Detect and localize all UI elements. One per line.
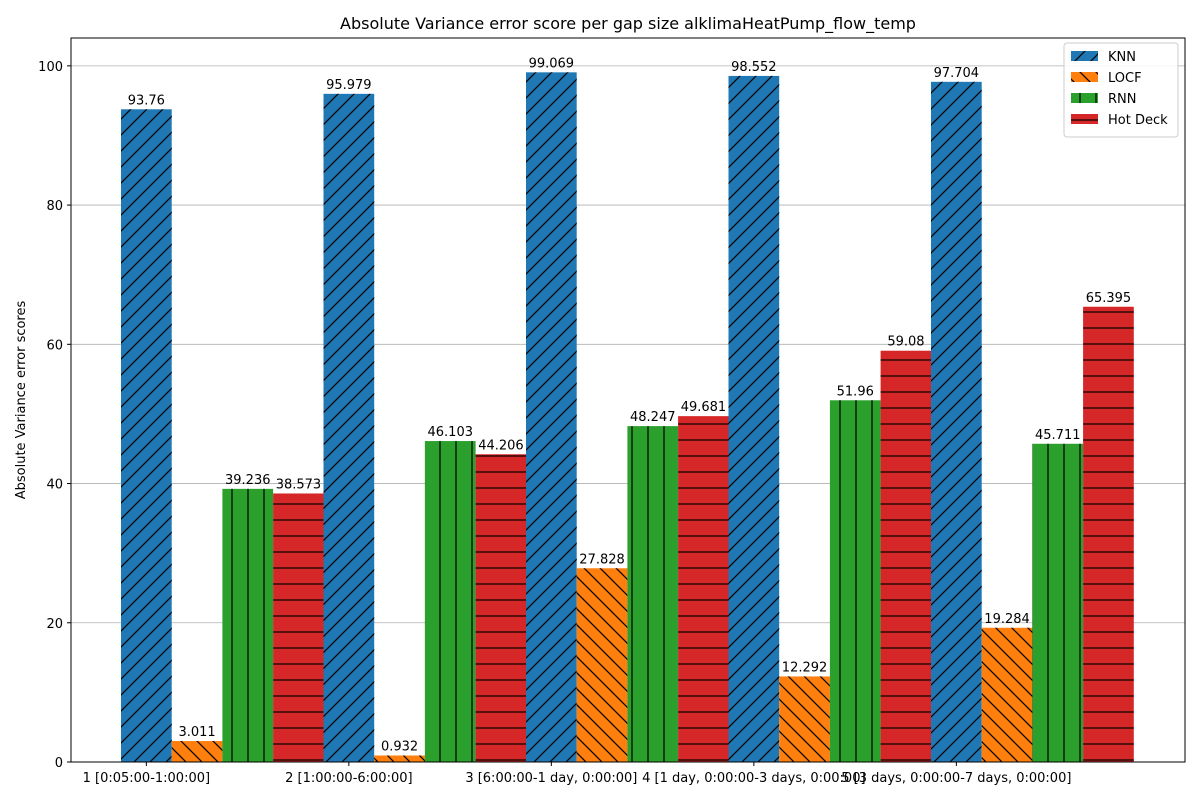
legend-frame — [1063, 42, 1179, 138]
bar-hatch — [678, 416, 729, 762]
data-label: 27.828 — [579, 552, 625, 567]
data-label: 65.395 — [1086, 291, 1132, 306]
legend-swatch-hatch — [1071, 51, 1098, 61]
x-tick-label: 3 [6:00:00-1 day, 0:00:00] — [465, 771, 637, 786]
bar-hatch — [981, 627, 1033, 762]
x-tick-label: 2 [1:00:00-6:00:00] — [285, 771, 412, 786]
bar-hatch — [728, 75, 780, 763]
data-label: 99.069 — [529, 56, 575, 71]
legend: KNN LOCF RNN Hot Deck — [1063, 42, 1179, 138]
data-label: 48.247 — [630, 410, 676, 425]
bar-hatch — [424, 441, 476, 762]
bar-hatch — [627, 426, 679, 762]
bar-hatch — [931, 81, 982, 763]
legend-label: KNN — [1108, 50, 1136, 65]
axes: 0 20 40 60 80 100 1 [0:05:00-1:00:00] 2 [1:00:0… — [38, 60, 1071, 786]
data-label: 12.292 — [782, 660, 828, 675]
legend-swatch-hatch — [1071, 114, 1098, 124]
y-tick-label: 80 — [46, 199, 63, 214]
y-tick-label: 20 — [46, 617, 63, 632]
legend-swatch-hatch — [1071, 93, 1098, 103]
data-label: 45.711 — [1035, 428, 1081, 443]
data-label: 0.932 — [381, 740, 418, 755]
bar-hatch — [880, 350, 932, 762]
data-label: 98.552 — [731, 60, 777, 75]
data-label: 49.681 — [681, 400, 727, 415]
data-label: 51.96 — [837, 384, 874, 399]
bar-hatch — [779, 676, 830, 762]
bar-hatch — [374, 755, 425, 762]
data-label: 39.236 — [225, 473, 271, 488]
legend-label: Hot Deck — [1108, 113, 1168, 128]
bar-hatch — [475, 454, 527, 762]
bar-hatch — [273, 493, 324, 762]
x-tick-label: 1 [0:05:00-1:00:00] — [83, 771, 210, 786]
legend-label: RNN — [1108, 92, 1136, 107]
data-label: 95.979 — [326, 78, 372, 93]
data-label: 97.704 — [934, 66, 980, 81]
data-label: 3.011 — [178, 725, 215, 740]
y-tick-label: 40 — [46, 478, 63, 493]
legend-label: LOCF — [1108, 71, 1142, 86]
plot-frame — [70, 37, 1186, 763]
bar-hatch — [576, 568, 628, 762]
data-label: 59.08 — [887, 335, 924, 350]
bar-hatch — [1083, 306, 1134, 762]
bar-hatch — [1032, 443, 1084, 762]
y-tick-label: 60 — [46, 338, 63, 353]
y-tick-label: 0 — [55, 756, 63, 771]
bar-hatch — [121, 109, 172, 763]
y-tick-label: 100 — [38, 60, 63, 75]
data-label: 38.573 — [276, 477, 322, 492]
y-axis-label: Absolute Variance error scores — [14, 301, 29, 500]
bar-hatch — [323, 93, 375, 762]
data-label: 93.76 — [128, 93, 165, 108]
data-label: 44.206 — [478, 438, 524, 453]
data-labels: 93.76 3.011 39.236 38.573 95.979 0.932 46.103 4… — [128, 56, 1131, 754]
x-tick-label: 5 [3 days, 0:00:00-7 days, 0:00:00] — [841, 771, 1071, 786]
chart-title: Absolute Variance error score per gap si… — [340, 14, 916, 34]
legend-swatch-hatch — [1071, 72, 1098, 82]
bars — [121, 72, 1134, 763]
data-label: 19.284 — [984, 612, 1030, 627]
data-label: 46.103 — [428, 425, 474, 440]
bar-hatch — [222, 488, 274, 762]
bar-hatch — [526, 72, 577, 763]
x-tick-label: 4 [1 day, 0:00:00-3 days, 0:00:00] — [642, 771, 865, 786]
bar-hatch — [829, 400, 881, 762]
bar-hatch — [171, 741, 223, 762]
